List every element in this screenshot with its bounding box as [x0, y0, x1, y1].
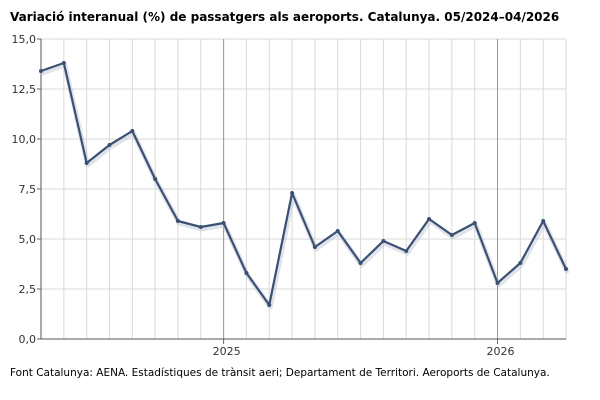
- series-line: [39, 61, 570, 310]
- data-point: [312, 245, 317, 249]
- y-tick-label: 2,5: [19, 283, 37, 296]
- data-point: [198, 225, 203, 229]
- data-point: [472, 221, 477, 225]
- data-point: [84, 161, 89, 165]
- y-tick-label: 15,0: [12, 33, 37, 46]
- series-line-shadow: [39, 62, 570, 310]
- data-point: [381, 239, 386, 243]
- data-point: [221, 221, 226, 225]
- y-tick-label: 12,5: [12, 83, 37, 96]
- data-point: [244, 271, 249, 275]
- data-point: [427, 217, 432, 221]
- data-point: [495, 281, 500, 285]
- data-point: [267, 303, 272, 307]
- y-tick-label: 5,0: [19, 233, 37, 246]
- data-point: [358, 261, 363, 265]
- data-points: [39, 61, 568, 307]
- data-point: [404, 249, 409, 253]
- data-point: [518, 261, 523, 265]
- chart-title: Variació interanual (%) de passatgers al…: [10, 10, 560, 24]
- data-point: [39, 69, 43, 73]
- source-note: Font Catalunya: AENA. Estadístiques de t…: [10, 367, 550, 379]
- tick-labels: 0,0 2,5 5,0 7,5 10,0 12,5 15,0 2025 2026: [12, 33, 515, 358]
- grid-lines: [40, 38, 567, 340]
- x-tick-label: 2025: [213, 345, 241, 358]
- data-point: [335, 229, 340, 233]
- series-line-path: [39, 61, 568, 307]
- y-tick-label: 10,0: [12, 133, 37, 146]
- data-point: [290, 191, 295, 195]
- data-point: [153, 177, 158, 181]
- data-point: [61, 61, 66, 65]
- data-point: [564, 267, 568, 271]
- data-point: [107, 143, 112, 147]
- x-tick-label: 2026: [487, 345, 515, 358]
- data-point: [130, 129, 135, 133]
- axes: [37, 38, 566, 344]
- y-tick-label: 7,5: [19, 183, 37, 196]
- data-point: [541, 219, 546, 223]
- y-tick-label: 0,0: [19, 333, 37, 346]
- data-point: [175, 219, 180, 223]
- data-point: [449, 233, 454, 237]
